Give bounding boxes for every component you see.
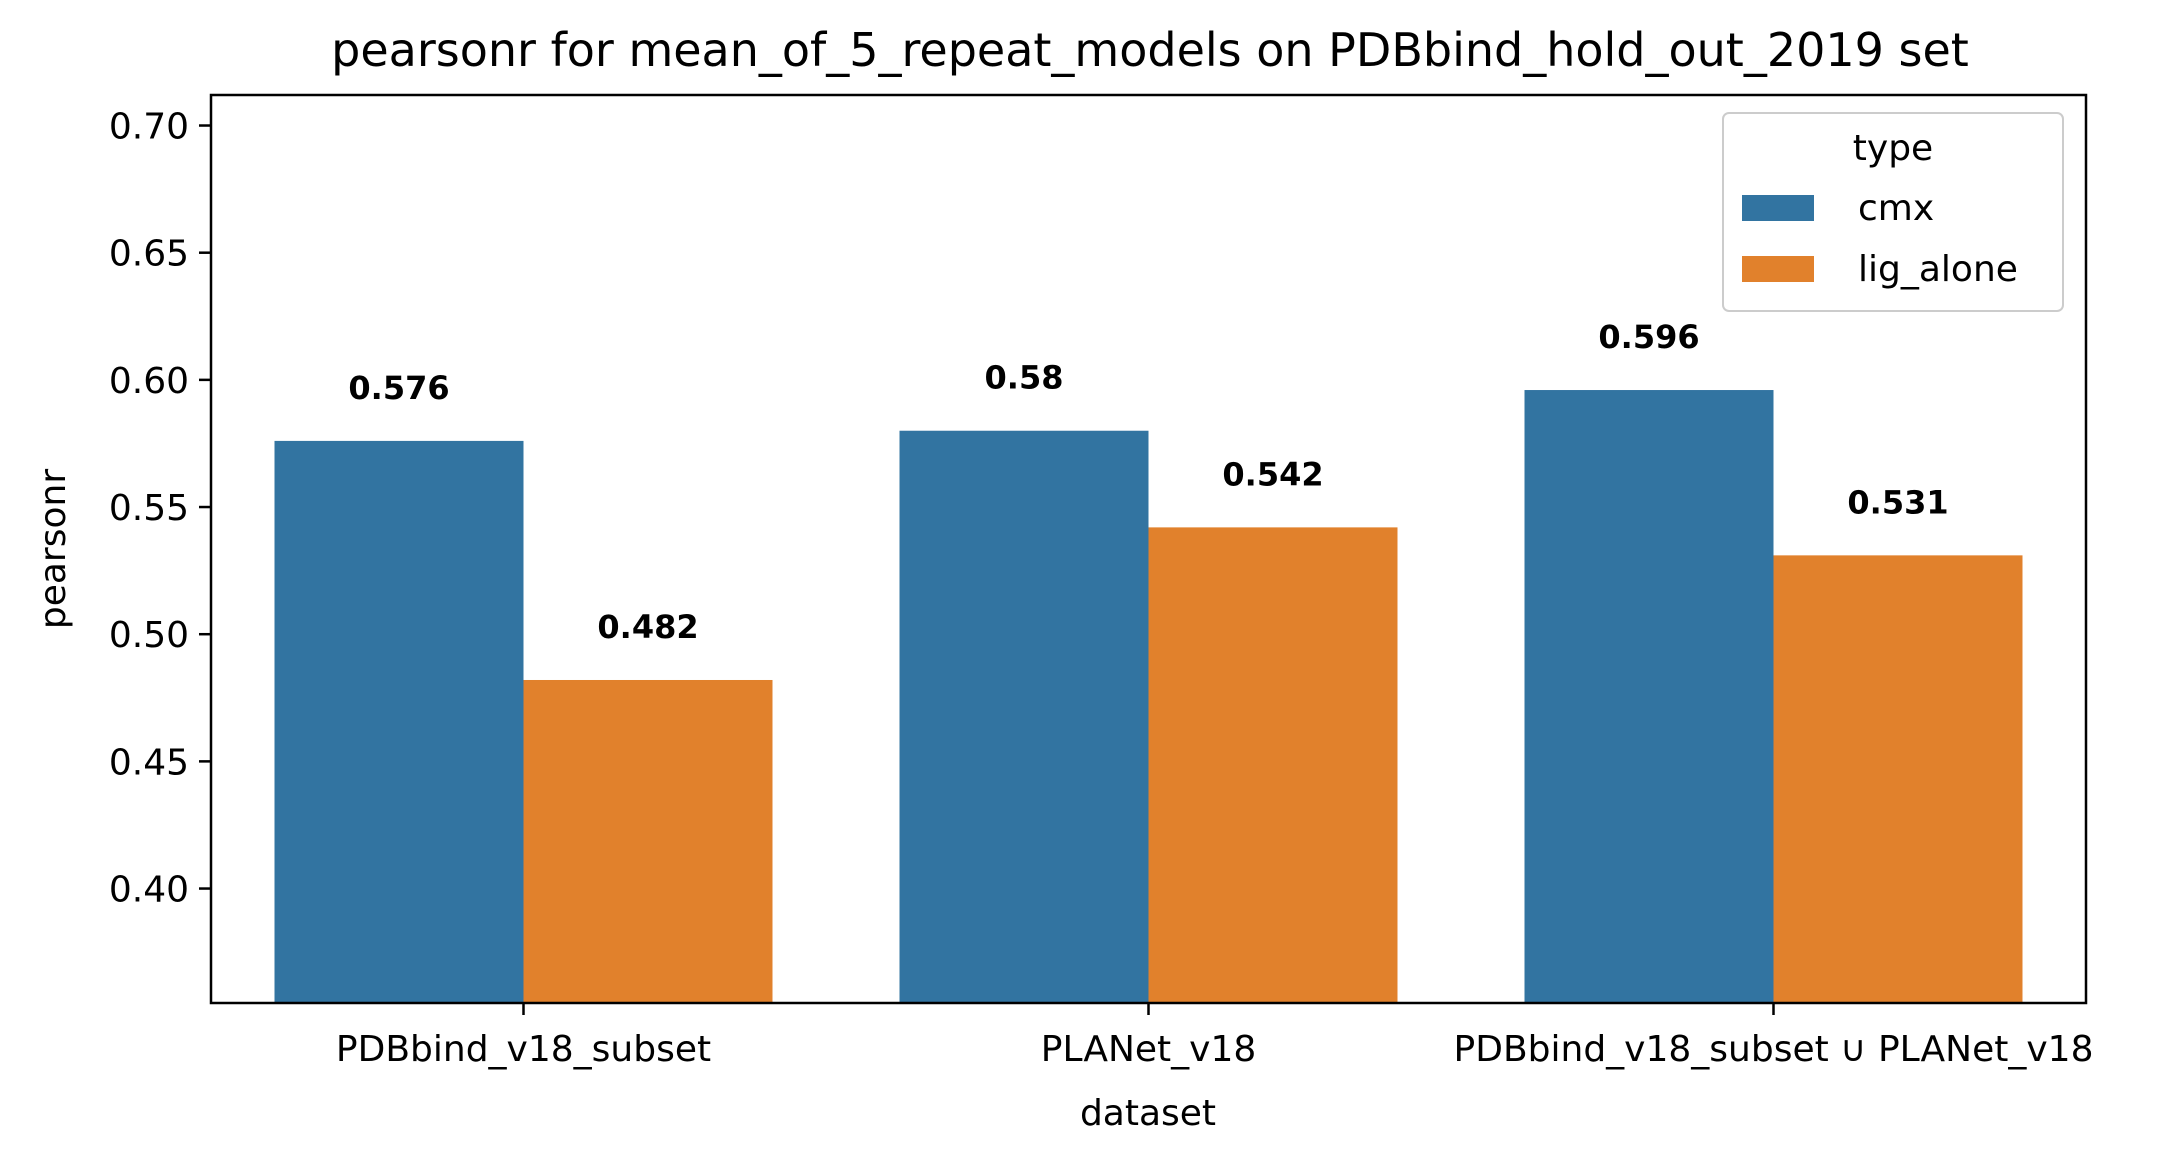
data-label-cmx-planet-v18: 0.58 [985, 359, 1064, 397]
bar-lig-alone-pdbbind-v18-subset [523, 679, 773, 1003]
data-label-lig-alone-planet-v18: 0.542 [1222, 455, 1323, 493]
legend-label-cmx: cmx [1858, 188, 1934, 229]
data-label-cmx-pdbbind-v18-subset-planet-v18: 0.596 [1598, 318, 1699, 356]
data-label-cmx-pdbbind-v18-subset: 0.576 [348, 369, 449, 407]
legend-title: type [1853, 128, 1933, 169]
legend: type cmx lig_alone [1722, 112, 2064, 312]
x-tick-label: PDBbind_v18_subset [336, 1029, 711, 1070]
y-tick-label: 0.45 [109, 742, 189, 783]
y-tick-label: 0.50 [109, 615, 189, 656]
y-tick-label: 0.70 [109, 107, 189, 148]
y-tick-label: 0.60 [109, 361, 189, 402]
legend-swatch-lig-alone [1742, 256, 1814, 282]
data-label-lig-alone-pdbbind-v18-subset: 0.482 [597, 608, 698, 646]
x-tick-label: PLANet_v18 [1041, 1029, 1257, 1070]
bar-lig-alone-planet-v18 [1148, 527, 1398, 1003]
bars-group [274, 390, 2023, 1004]
chart-title: pearsonr for mean_of_5_repeat_models on … [331, 23, 1969, 77]
bar-cmx-pdbbind-v18-subset [274, 440, 524, 1003]
legend-label-lig-alone: lig_alone [1858, 249, 2018, 290]
y-tick-label: 0.65 [109, 234, 189, 275]
x-axis: PDBbind_v18_subset PLANet_v18 PDBbind_v18_… [336, 1003, 2094, 1070]
y-axis-label: pearsonr [33, 469, 74, 629]
x-tick-label: PDBbind_v18_subset ∪ PLANet_v18 [1454, 1029, 2094, 1070]
data-labels-group: 0.576 0.58 0.596 0.482 0.542 0.531 [348, 318, 1948, 646]
bar-lig-alone-pdbbind-v18-subset-planet-v18 [1773, 555, 2023, 1003]
legend-swatch-cmx [1742, 195, 1814, 221]
x-axis-label: dataset [1080, 1093, 1216, 1134]
data-label-lig-alone-pdbbind-v18-subset-planet-v18: 0.531 [1847, 483, 1948, 521]
y-tick-label: 0.55 [109, 488, 189, 529]
y-axis: 0.40 0.45 0.50 0.55 0.60 0.65 0.70 [109, 107, 211, 911]
bar-cmx-pdbbind-v18-subset-planet-v18 [1524, 390, 1774, 1004]
bar-cmx-planet-v18 [899, 430, 1149, 1003]
y-tick-label: 0.40 [109, 870, 189, 911]
